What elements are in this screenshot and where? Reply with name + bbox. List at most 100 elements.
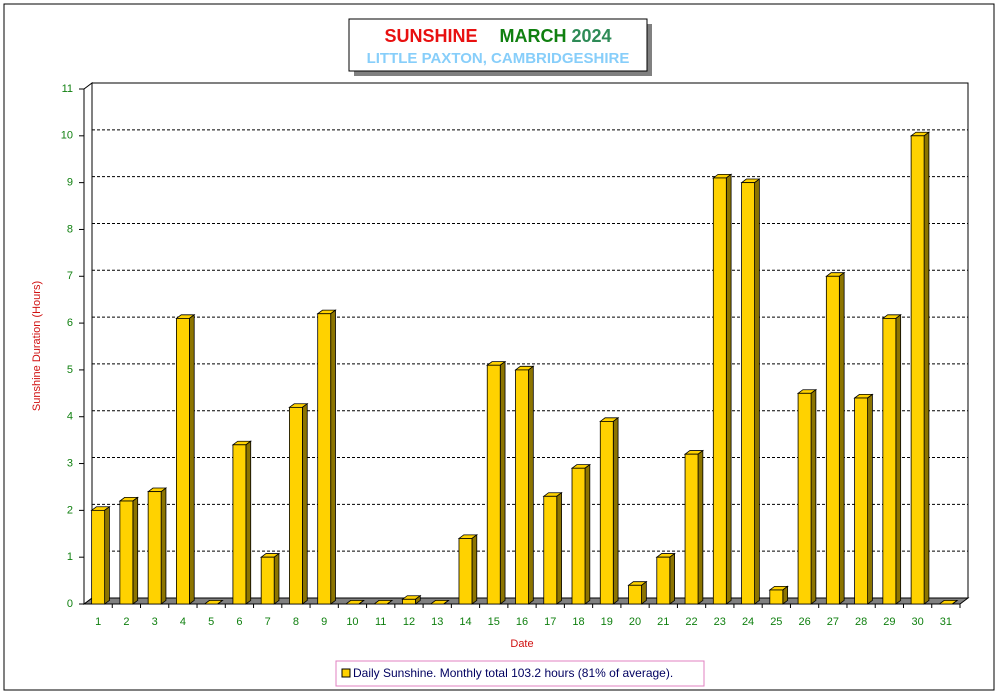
bar xyxy=(259,552,281,605)
bar-side xyxy=(923,131,930,605)
bar xyxy=(486,360,507,605)
bar xyxy=(655,552,676,605)
bar-front xyxy=(769,589,784,605)
title-part: MARCH xyxy=(499,26,566,46)
x-tick-label: 17 xyxy=(544,616,556,628)
x-tick-label: 30 xyxy=(911,616,923,628)
x-tick-label: 15 xyxy=(488,616,500,628)
x-axis-label: Date xyxy=(510,638,533,650)
x-tick-label: 12 xyxy=(403,616,415,628)
bar-side xyxy=(358,600,364,605)
chart-title: SUNSHINE MARCH 2024 xyxy=(384,26,611,46)
x-tick-label: 4 xyxy=(180,616,186,628)
bar xyxy=(542,491,563,605)
bar-side xyxy=(782,585,789,605)
bar-front xyxy=(882,318,897,605)
x-tick-label: 26 xyxy=(798,616,810,628)
bar-front xyxy=(543,495,558,605)
bar-side xyxy=(895,314,902,605)
bar-side xyxy=(499,360,506,605)
legend-swatch xyxy=(341,668,351,678)
bar-front xyxy=(571,467,586,605)
bar-side xyxy=(669,552,675,605)
legend-box xyxy=(335,660,705,687)
x-tick-label: 7 xyxy=(265,616,271,628)
x-tick-label: 24 xyxy=(742,616,754,628)
x-tick-label: 10 xyxy=(346,616,358,628)
x-tick-label: 3 xyxy=(152,616,158,628)
bar xyxy=(909,131,931,605)
bar-side xyxy=(641,580,647,605)
x-tick-label: 18 xyxy=(572,616,584,628)
bar-front xyxy=(825,275,840,605)
y-tick-label: 7 xyxy=(67,270,73,282)
bar xyxy=(740,178,761,605)
y-tick-label: 4 xyxy=(67,411,73,423)
bar-front xyxy=(712,177,727,605)
bar xyxy=(825,271,846,605)
bar-side xyxy=(273,552,280,605)
bar xyxy=(881,314,902,605)
bar-side xyxy=(104,505,110,605)
title-part: 2024 xyxy=(571,26,611,46)
y-tick-label: 6 xyxy=(67,317,73,329)
title-part: SUNSHINE xyxy=(384,26,477,46)
x-tick-label: 28 xyxy=(855,616,867,628)
x-tick-label: 2 xyxy=(123,616,129,628)
bar-front xyxy=(910,135,925,605)
x-tick-label: 8 xyxy=(293,616,299,628)
bar xyxy=(373,600,394,605)
x-tick-label: 11 xyxy=(375,616,386,628)
y-axis-label: Sunshine Duration (Hours) xyxy=(31,281,43,411)
bar-side xyxy=(443,600,449,605)
bar xyxy=(203,600,224,605)
bar-front xyxy=(91,509,106,605)
bar xyxy=(344,600,365,605)
bar xyxy=(796,388,818,605)
bar xyxy=(316,309,337,605)
bar-side xyxy=(245,440,252,605)
bar xyxy=(288,402,309,605)
legend-label: Daily Sunshine. Monthly total 103.2 hour… xyxy=(353,666,673,680)
bar xyxy=(401,594,422,605)
bar-front xyxy=(317,313,332,605)
bar-side xyxy=(838,271,845,605)
x-tick-label: 29 xyxy=(883,616,895,628)
x-tick-label: 21 xyxy=(657,616,669,628)
x-tick-label: 14 xyxy=(459,616,471,628)
bar-front xyxy=(289,406,303,605)
x-tick-label: 16 xyxy=(516,616,528,628)
bar xyxy=(938,600,959,605)
bar xyxy=(599,417,620,605)
x-tick-label: 1 xyxy=(95,616,101,628)
bar xyxy=(627,580,648,605)
bar-front xyxy=(119,500,134,605)
bar-front xyxy=(797,392,812,605)
bar-front xyxy=(486,364,501,605)
bar-side xyxy=(754,178,760,605)
bar xyxy=(514,365,535,605)
bar-side xyxy=(330,309,336,605)
bar-front xyxy=(684,453,699,605)
bar-side xyxy=(556,491,562,605)
bar-side xyxy=(725,173,732,605)
bar xyxy=(231,440,252,605)
bar-front xyxy=(458,538,473,605)
y-tick-label: 0 xyxy=(67,598,73,610)
bar xyxy=(118,496,139,605)
bar-front xyxy=(176,318,190,605)
y-tick-label: 5 xyxy=(67,364,73,376)
bar-side xyxy=(302,402,308,605)
bar-front xyxy=(599,421,614,605)
x-tick-label: 6 xyxy=(236,616,242,628)
chart-subtitle: LITTLE PAXTON, CAMBRIDGESHIRE xyxy=(367,50,630,67)
bar-side xyxy=(810,388,817,605)
bar-side xyxy=(867,393,873,605)
bar-side xyxy=(132,496,139,605)
bar-front xyxy=(656,556,671,605)
y-tick-label: 3 xyxy=(67,457,73,469)
y-tick-label: 10 xyxy=(61,130,73,142)
bar xyxy=(570,463,592,605)
bar-side xyxy=(189,314,195,605)
